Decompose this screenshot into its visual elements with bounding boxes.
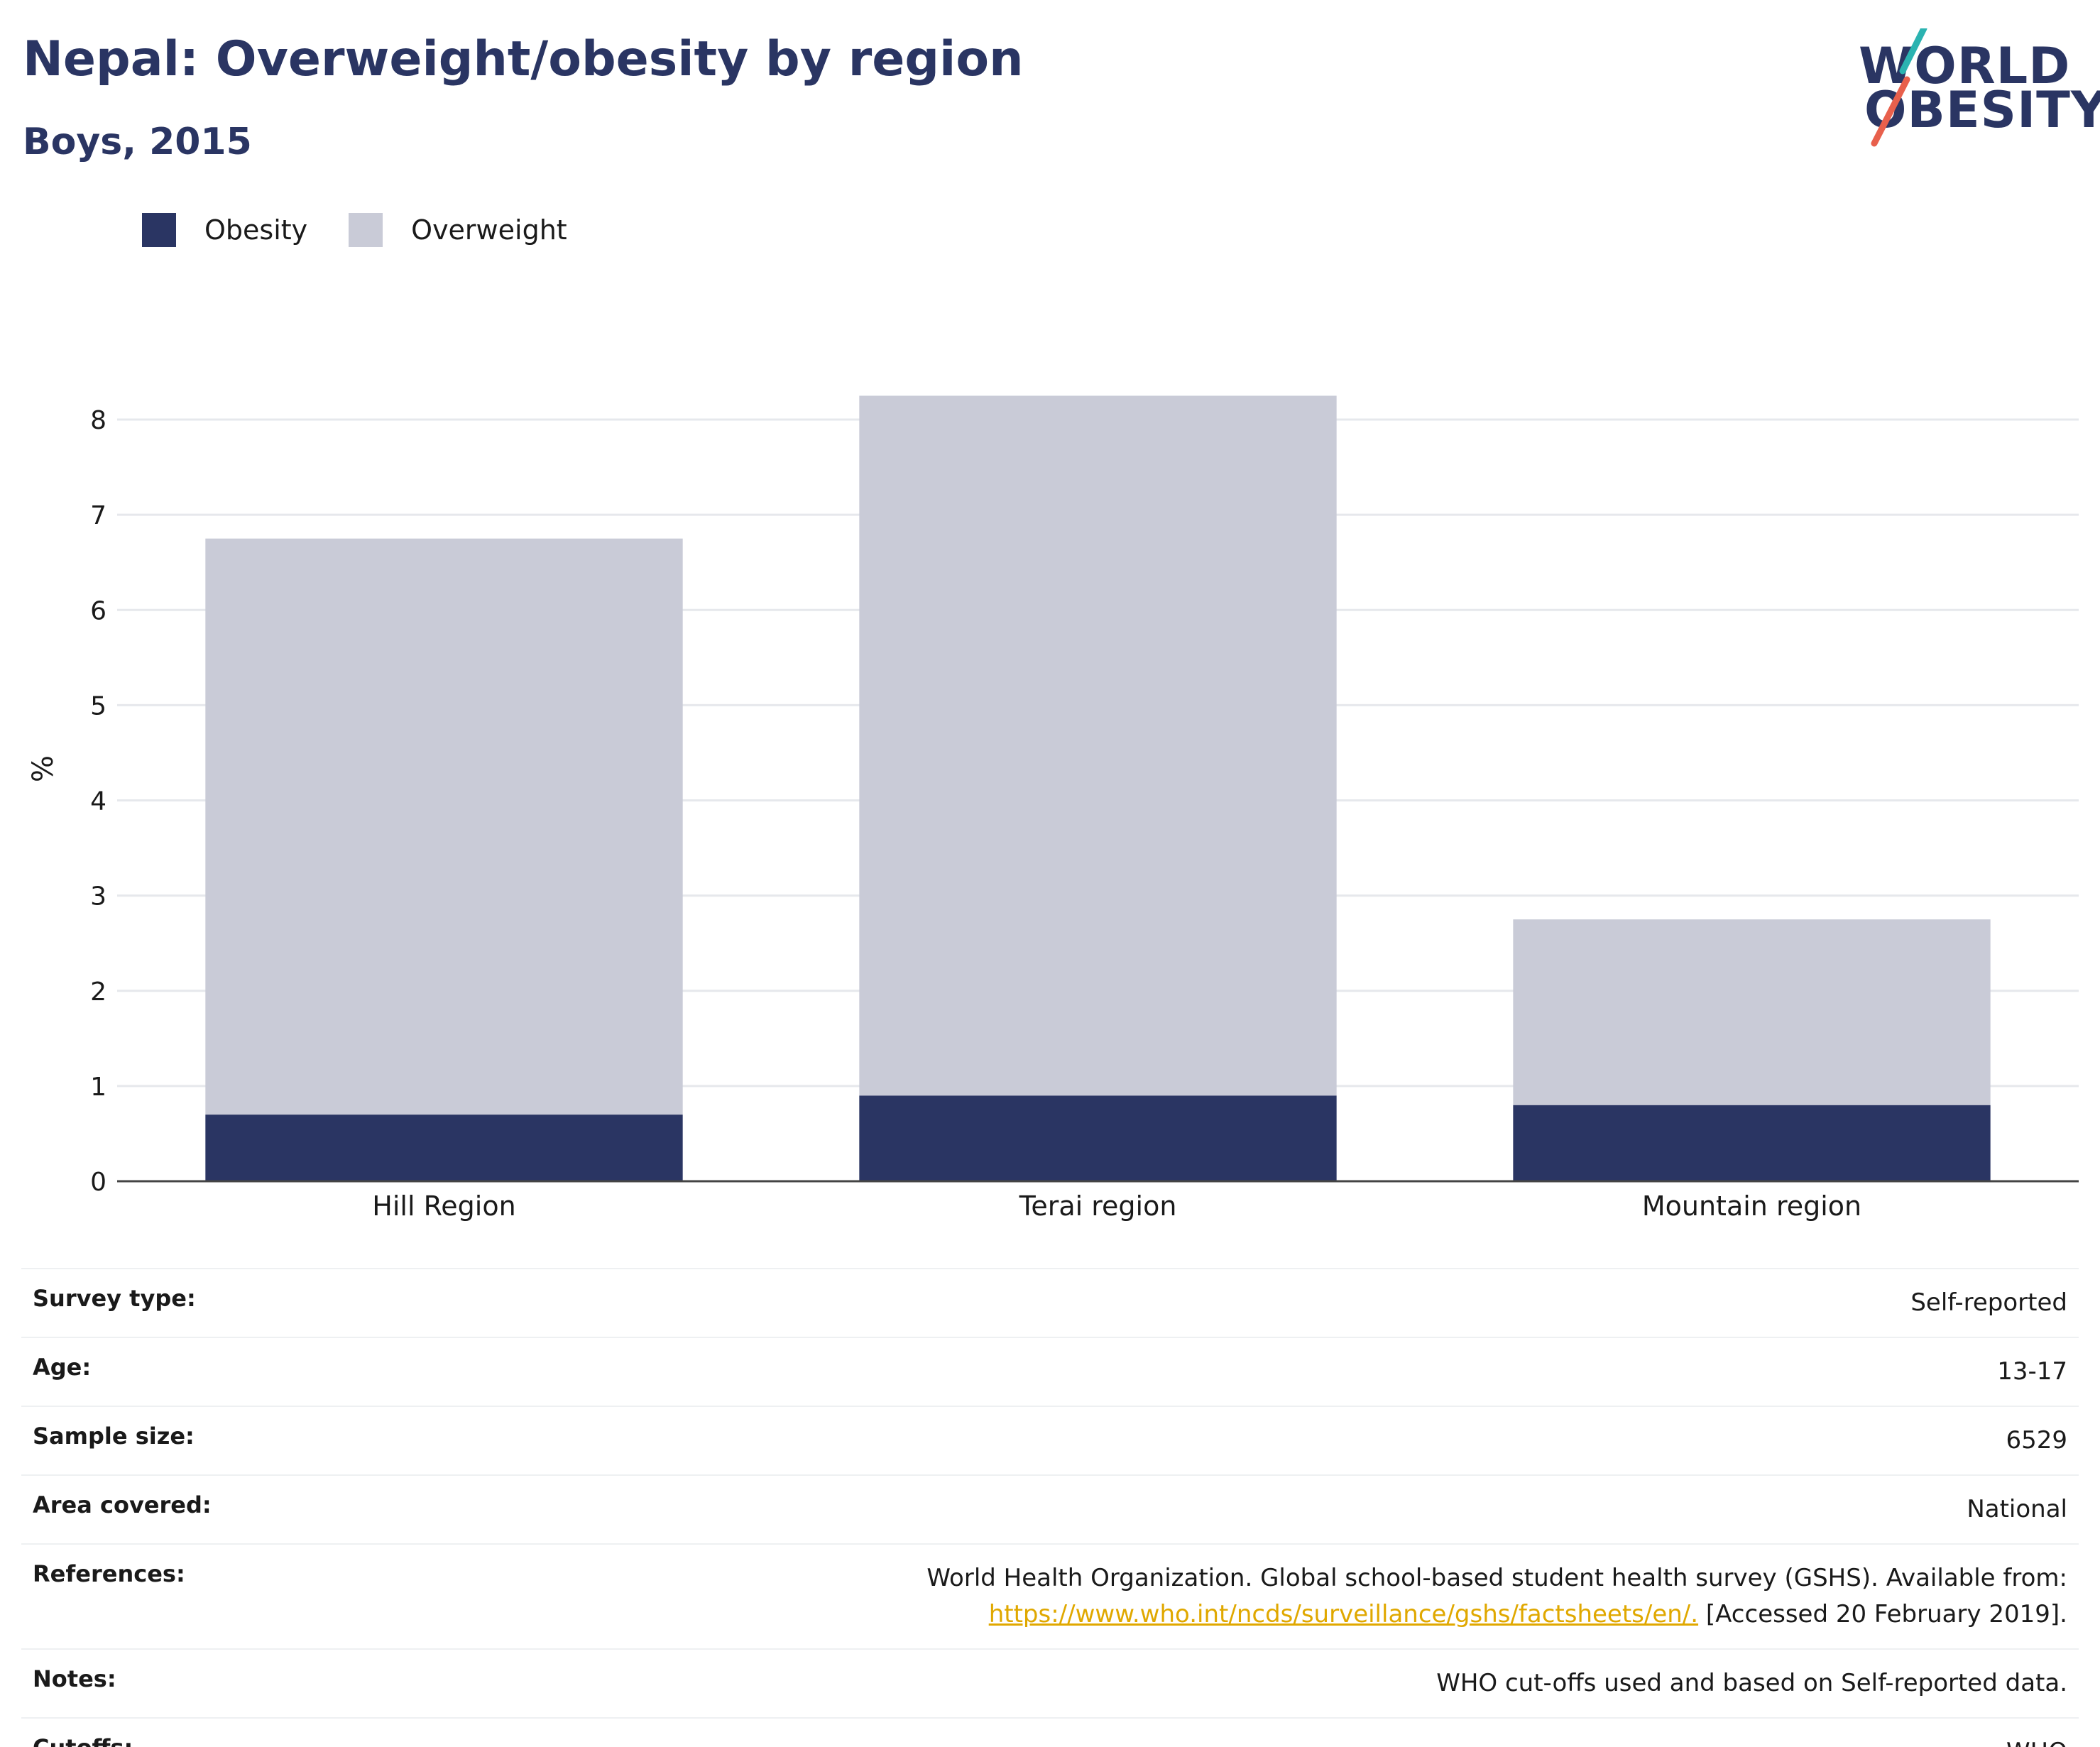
legend-label-obesity: Obesity <box>204 214 308 246</box>
page-subtitle: Boys, 2015 <box>23 121 252 163</box>
info-row-notes: Notes: WHO cut-offs used and based on Se… <box>21 1650 2079 1719</box>
x-tick-label: Hill Region <box>372 1190 515 1222</box>
info-value: 13-17 <box>1997 1357 2067 1386</box>
info-value: WHO cut-offs used and based on Self-repo… <box>1436 1669 2067 1697</box>
world-obesity-logo: WORLD OBESITY <box>1846 28 2100 156</box>
info-row-references: References: World Health Organization. G… <box>21 1545 2079 1650</box>
legend-swatch-obesity <box>142 213 176 247</box>
bar-overweight <box>859 395 1337 1096</box>
bar-obesity <box>1513 1105 1991 1181</box>
x-tick-label: Terai region <box>1019 1190 1177 1222</box>
y-tick-label: 6 <box>90 596 106 625</box>
y-tick-label: 1 <box>90 1073 106 1102</box>
bar-obesity <box>859 1095 1337 1181</box>
legend-label-overweight: Overweight <box>411 214 567 246</box>
info-key: Cutoffs: <box>33 1734 133 1747</box>
logo-slash-icon <box>1871 28 1927 147</box>
y-tick-label: 8 <box>90 406 106 435</box>
survey-info-table: Survey type: Self-reported Age: 13-17 Sa… <box>21 1268 2079 1747</box>
y-tick-label: 4 <box>90 787 106 816</box>
info-value: WHO <box>2006 1734 2067 1747</box>
reference-accessed: [Accessed 20 February 2019]. <box>1698 1600 2067 1628</box>
info-key: Notes: <box>33 1665 116 1692</box>
info-row-sample-size: Sample size: 6529 <box>21 1407 2079 1476</box>
bar-obesity <box>205 1115 683 1181</box>
info-value: National <box>1967 1495 2067 1523</box>
bar-overweight <box>1513 919 1991 1105</box>
y-tick-label: 5 <box>90 691 106 721</box>
info-row-age: Age: 13-17 <box>21 1338 2079 1407</box>
logo-line-1: WORLD <box>1859 37 2071 95</box>
info-key: Survey type: <box>33 1285 196 1312</box>
y-tick-label: 2 <box>90 977 106 1007</box>
reference-text: World Health Organization. Global school… <box>926 1564 2067 1592</box>
bar-chart: 0 1 2 3 4 5 6 7 8% Hill Region Terai region Mountai… <box>27 395 2079 1222</box>
legend-item-obesity: Obesity <box>142 213 307 247</box>
info-key: References: <box>33 1560 185 1587</box>
reference-link[interactable]: https://www.who.int/ncds/surveillance/gs… <box>988 1600 1699 1628</box>
y-axis-title: % <box>27 755 60 782</box>
y-tick-label: 3 <box>90 882 106 911</box>
info-row-area-covered: Area covered: National <box>21 1476 2079 1545</box>
x-tick-label: Mountain region <box>1642 1190 1861 1222</box>
info-key: Sample size: <box>33 1423 195 1450</box>
page-title: Nepal: Overweight/obesity by region <box>23 31 1024 87</box>
legend-item-overweight: Overweight <box>349 213 567 247</box>
reference-line-2: https://www.who.int/ncds/surveillance/gs… <box>926 1597 2067 1633</box>
y-tick-label: 7 <box>90 501 106 530</box>
chart-legend: Obesity Overweight <box>142 210 608 250</box>
logo-line-2: OBESITY <box>1864 81 2100 139</box>
info-row-survey-type: Survey type: Self-reported <box>21 1269 2079 1338</box>
info-value: Self-reported <box>1910 1288 2067 1317</box>
info-row-cutoffs: Cutoffs: WHO <box>21 1719 2079 1747</box>
y-tick-label: 0 <box>90 1168 106 1197</box>
info-value: 6529 <box>2006 1426 2067 1455</box>
info-key: Age: <box>33 1354 92 1381</box>
info-value: World Health Organization. Global school… <box>926 1560 2067 1633</box>
legend-swatch-overweight <box>349 213 383 247</box>
bar-overweight <box>205 538 683 1115</box>
info-key: Area covered: <box>33 1491 212 1518</box>
